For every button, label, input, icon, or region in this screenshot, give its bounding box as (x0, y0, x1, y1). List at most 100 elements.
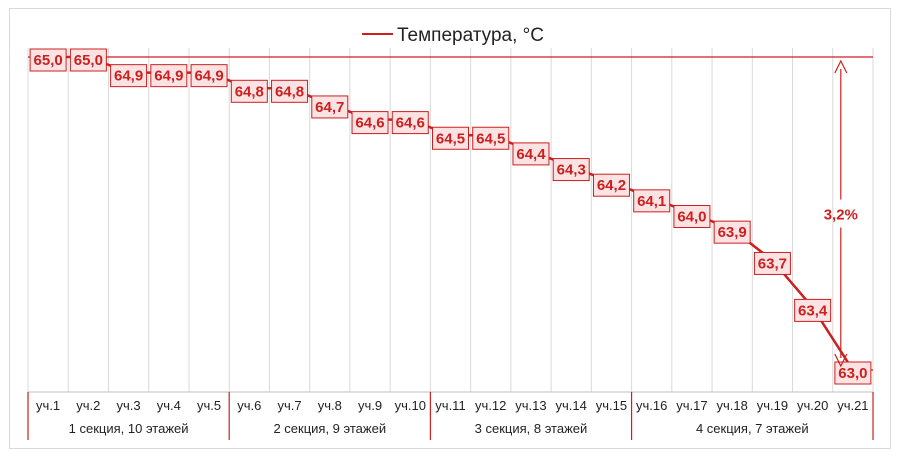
x-tick-label: уч.5 (197, 398, 221, 413)
data-label: 64,5 (472, 126, 510, 150)
data-label-box (472, 126, 510, 150)
data-label: 64,6 (391, 111, 429, 135)
data-label-text: 64,6 (396, 115, 425, 132)
x-tick-label: уч.6 (237, 398, 261, 413)
arrow-head-down (834, 353, 848, 368)
data-label: 64,2 (592, 173, 630, 197)
x-tick-label: уч.17 (676, 398, 707, 413)
x-tick-label: уч.10 (395, 398, 426, 413)
data-label-text: 63,0 (838, 365, 867, 382)
legend: Температура, °C (362, 25, 544, 46)
data-label-box (834, 361, 872, 385)
x-tick-label: уч.3 (117, 398, 141, 413)
x-tick-label: уч.16 (636, 398, 667, 413)
data-label-text: 63,4 (798, 302, 828, 319)
grid-lines (27, 48, 874, 392)
x-tick-label: уч.19 (757, 398, 788, 413)
data-label-box (150, 64, 188, 88)
data-label: 64,9 (110, 64, 148, 88)
data-label-text: 63,9 (718, 224, 747, 241)
data-label: 64,4 (512, 142, 550, 166)
data-label-box (673, 205, 711, 228)
data-label-box (351, 111, 389, 135)
data-label: 63,9 (713, 220, 751, 244)
data-label-box (432, 126, 469, 150)
percent-label: 3,2% (824, 207, 858, 224)
data-label-text: 64,3 (557, 162, 586, 179)
x-axis: 1 секция, 10 этажей 2 секция, 9 этажей 3 с… (27, 391, 874, 440)
data-label-text: 64,8 (235, 83, 264, 100)
x-tick-label: уч.21 (837, 398, 868, 413)
data-label: 64,9 (150, 64, 188, 88)
data-label: 64,9 (190, 64, 228, 88)
data-label: 64,3 (552, 158, 590, 182)
series-line (48, 55, 854, 371)
x-tick-label: уч.1 (36, 398, 60, 413)
series-line-layer (48, 55, 854, 371)
data-label: 63,7 (753, 251, 791, 275)
data-label-box (592, 173, 630, 197)
group-label: 3 секция, 8 этажей (475, 421, 588, 436)
data-label-text: 64,9 (194, 68, 223, 85)
data-label-text: 65,0 (34, 52, 63, 69)
data-label-text: 64,9 (114, 68, 143, 85)
data-label: 65,0 (29, 48, 67, 72)
data-label-box (69, 48, 107, 72)
x-tick-label: уч.18 (716, 398, 747, 413)
data-label-text: 64,7 (315, 99, 344, 116)
x-tick-label: уч.7 (277, 398, 301, 413)
data-label-box (391, 111, 429, 135)
percent-annotation: 3,2% (824, 59, 858, 368)
data-label-box (110, 64, 148, 88)
group-label: 1 секция, 10 этажей (69, 421, 189, 436)
data-label-text: 64,0 (677, 209, 706, 226)
data-label-box (552, 158, 590, 182)
data-label: 63,4 (794, 298, 832, 322)
x-tick-label: уч.8 (318, 398, 342, 413)
x-tick-label: уч.4 (157, 398, 181, 413)
data-label: 64,8 (271, 79, 309, 103)
data-labels: 65,0 65,0 64,9 64,9 64,9 64,8 64,8 64,7 64,6 64,6… (29, 48, 872, 385)
data-label: 65,0 (69, 48, 107, 72)
data-label: 64,6 (351, 111, 389, 135)
data-label-box (311, 95, 349, 119)
data-label-text: 64,2 (597, 177, 626, 194)
arrow-head-up (834, 59, 848, 74)
data-label-text: 64,6 (355, 115, 384, 132)
data-label-box (230, 79, 268, 103)
x-tick-label: уч.9 (358, 398, 382, 413)
data-label: 63,0 (834, 361, 872, 385)
data-label-text: 64,5 (476, 130, 505, 147)
data-label: 64,0 (673, 205, 711, 228)
x-tick-label: уч.11 (435, 398, 465, 413)
data-label-box (794, 298, 832, 322)
data-label-text: 64,5 (436, 130, 465, 147)
group-label: 4 секция, 7 этажей (696, 421, 809, 436)
data-label-text: 63,7 (758, 255, 787, 272)
data-label-box (713, 220, 751, 244)
data-label-box (633, 189, 671, 213)
reference-lines (28, 56, 873, 371)
data-label: 64,8 (230, 79, 268, 103)
data-label-text: 64,4 (516, 146, 546, 163)
x-tick-label: уч.13 (515, 398, 546, 413)
x-tick-label: уч.14 (556, 398, 587, 413)
data-label-box (753, 251, 791, 275)
data-label-text: 65,0 (74, 52, 103, 69)
data-label: 64,1 (633, 189, 671, 213)
group-label: 2 секция, 9 этажей (273, 421, 386, 436)
data-label-box (271, 79, 309, 103)
x-tick-label: уч.20 (797, 398, 828, 413)
data-label-box (512, 142, 550, 166)
x-tick-label: уч.12 (475, 398, 506, 413)
data-label-box (190, 64, 228, 88)
legend-label: Температура, °C (397, 25, 544, 46)
data-label-text: 64,8 (275, 83, 304, 100)
data-label: 64,7 (311, 95, 349, 119)
data-label-text: 64,9 (154, 68, 183, 85)
data-label: 64,5 (432, 126, 469, 150)
x-tick-label: уч.2 (76, 398, 100, 413)
data-label-text: 64,1 (637, 193, 666, 210)
data-label-box (29, 48, 67, 72)
